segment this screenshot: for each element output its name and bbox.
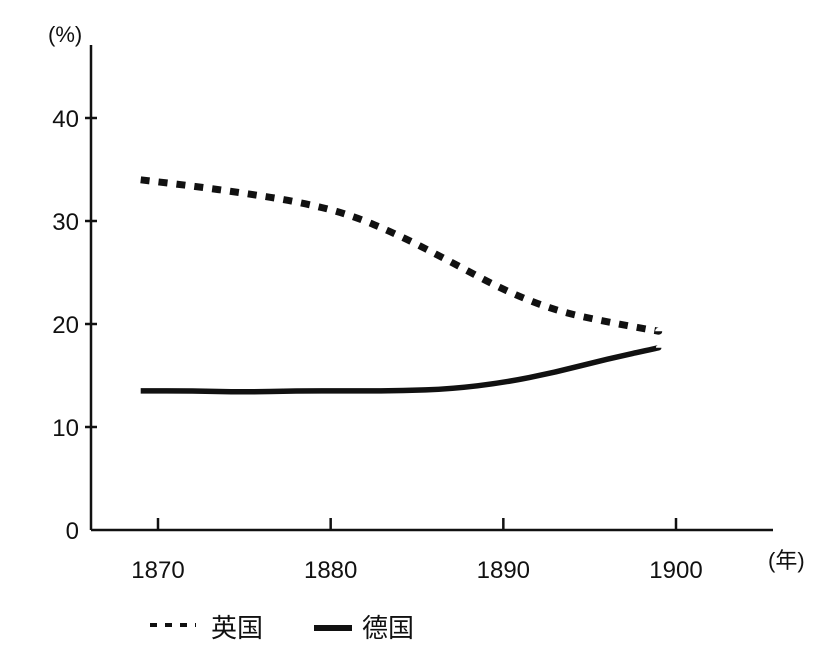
x-axis-unit: (年): [768, 548, 805, 573]
y-tick-label-40: 40: [52, 106, 79, 133]
series-layer: [140, 176, 663, 395]
y-tick-label-20: 20: [52, 312, 79, 339]
x-tick-label-1870: 1870: [131, 557, 184, 584]
legend-item-britain: 英国: [150, 614, 263, 644]
x-tick-label-1880: 1880: [304, 557, 357, 584]
legend: 英国 德国: [150, 614, 414, 644]
axes: [89, 45, 773, 532]
y-tick-group: 0 10 20 30 40: [52, 106, 97, 545]
y-tick-label-30: 30: [52, 209, 79, 236]
series-line-germany: [140, 344, 662, 395]
x-tick-group: 1870 1880 1890 1900: [131, 518, 703, 584]
y-axis-unit: (%): [48, 22, 82, 47]
x-tick-label-1900: 1900: [649, 557, 702, 584]
legend-label-britain: 英国: [211, 614, 263, 644]
series-line-britain: [140, 176, 663, 335]
y-tick-label-10: 10: [52, 415, 79, 442]
x-tick-label-1890: 1890: [477, 557, 530, 584]
y-tick-label-0: 0: [66, 518, 79, 545]
legend-item-germany: 德国: [314, 614, 414, 644]
legend-label-germany: 德国: [362, 614, 414, 644]
